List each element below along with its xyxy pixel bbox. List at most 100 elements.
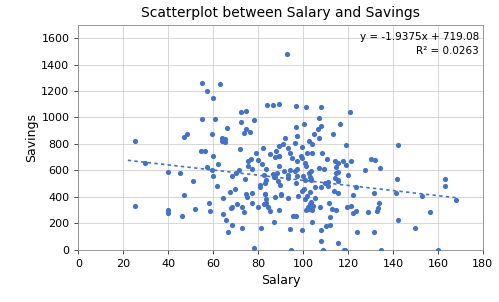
Point	[131, 204, 139, 209]
Point	[256, 185, 264, 189]
Point	[336, 122, 344, 127]
Point	[291, 181, 299, 185]
Point	[274, 179, 282, 184]
Point	[235, 168, 243, 173]
Point	[221, 136, 229, 141]
Point	[208, 132, 216, 137]
Point	[219, 139, 227, 143]
Point	[342, 142, 350, 147]
Point	[203, 165, 211, 169]
Point	[418, 194, 426, 198]
Point	[271, 195, 279, 200]
Point	[307, 199, 315, 204]
Point	[364, 209, 372, 214]
Point	[209, 95, 217, 100]
Point	[284, 195, 292, 200]
Point	[220, 212, 228, 217]
Point	[317, 104, 325, 109]
Point	[320, 167, 328, 172]
Point	[371, 158, 379, 162]
Point	[374, 206, 382, 210]
Point	[288, 155, 296, 160]
Point	[332, 171, 340, 176]
Point	[293, 133, 301, 138]
Point	[301, 161, 309, 165]
Point	[262, 178, 270, 182]
Point	[292, 104, 300, 109]
Point	[261, 181, 269, 185]
Point	[306, 169, 314, 174]
Point	[296, 154, 304, 159]
Point	[262, 167, 270, 172]
Point	[197, 149, 205, 154]
Point	[258, 162, 266, 167]
Point	[315, 136, 323, 140]
Point	[291, 169, 299, 173]
Point	[309, 203, 317, 208]
Point	[219, 195, 227, 200]
Point	[271, 174, 279, 179]
Point	[284, 172, 292, 177]
Point	[211, 116, 219, 121]
Text: y = -1.9375x + 719.08
R² = 0.0263: y = -1.9375x + 719.08 R² = 0.0263	[360, 32, 479, 56]
Point	[319, 247, 327, 252]
Point	[238, 204, 246, 209]
Point	[203, 88, 211, 93]
Point	[361, 168, 369, 173]
Point	[292, 124, 300, 129]
Point	[304, 204, 312, 209]
Point	[411, 225, 419, 230]
Point	[330, 189, 338, 194]
Point	[287, 247, 295, 252]
Point	[324, 179, 332, 184]
Point	[286, 226, 294, 231]
Point	[302, 207, 310, 212]
Point	[257, 225, 265, 230]
Point	[270, 154, 278, 159]
Point	[343, 204, 351, 209]
Point	[441, 184, 449, 189]
Point	[209, 154, 217, 159]
Point	[330, 159, 338, 163]
Point	[307, 177, 315, 182]
Y-axis label: Savings: Savings	[25, 113, 38, 162]
Point	[334, 160, 342, 165]
Point	[308, 207, 316, 212]
Point	[250, 118, 258, 123]
Point	[292, 214, 300, 218]
Point	[304, 206, 312, 211]
Point	[299, 122, 307, 127]
Point	[259, 173, 267, 178]
Point	[229, 205, 237, 210]
Point	[325, 201, 333, 205]
Point	[228, 205, 236, 210]
Point	[352, 209, 360, 214]
Point	[340, 247, 348, 252]
Point	[242, 108, 250, 113]
Point	[300, 187, 308, 191]
Point	[283, 52, 291, 56]
Point	[248, 156, 255, 161]
Point	[288, 214, 296, 218]
Point	[275, 183, 283, 188]
Point	[309, 132, 317, 137]
Point	[261, 192, 269, 197]
Point	[238, 226, 246, 231]
Point	[376, 165, 384, 170]
Point	[342, 162, 350, 167]
Point	[294, 194, 302, 199]
Point	[293, 166, 301, 171]
Point	[248, 167, 256, 172]
Point	[339, 159, 347, 164]
Point	[269, 102, 277, 107]
Point	[392, 191, 400, 195]
Point	[326, 215, 334, 220]
Point	[256, 183, 264, 188]
Point	[201, 149, 209, 154]
Point	[273, 171, 281, 175]
Point	[275, 143, 283, 148]
Point	[244, 164, 252, 169]
Point	[275, 164, 283, 169]
Point	[189, 178, 197, 183]
Point	[228, 223, 236, 227]
